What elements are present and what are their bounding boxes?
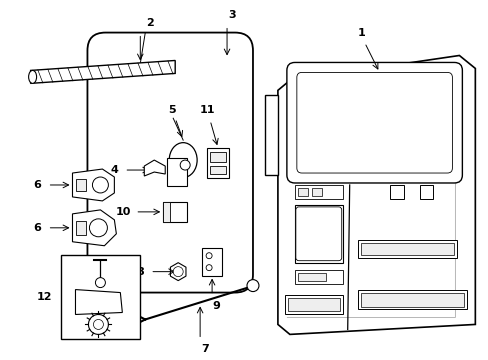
Bar (210, 166, 225, 174)
Polygon shape (264, 95, 277, 175)
Text: 1: 1 (357, 28, 365, 37)
Ellipse shape (169, 143, 197, 177)
Bar (163, 202, 187, 222)
Bar (287, 298, 339, 311)
Polygon shape (72, 210, 116, 246)
Bar (76, 221, 86, 235)
Circle shape (173, 267, 183, 276)
Bar (202, 248, 222, 276)
Text: 11: 11 (199, 105, 214, 115)
Bar (294, 185, 342, 199)
Bar (163, 202, 170, 222)
Circle shape (92, 177, 108, 193)
Polygon shape (72, 169, 114, 201)
Polygon shape (277, 55, 474, 334)
Text: 6: 6 (34, 180, 41, 190)
Bar (294, 270, 342, 284)
Bar (285, 294, 342, 315)
FancyBboxPatch shape (295, 207, 341, 261)
Text: 4: 4 (110, 165, 118, 175)
FancyBboxPatch shape (286, 62, 462, 183)
Polygon shape (144, 160, 165, 176)
Bar (360, 293, 464, 306)
Bar (389, 185, 403, 199)
Text: 7: 7 (201, 345, 208, 354)
Bar (167, 158, 187, 186)
FancyBboxPatch shape (296, 72, 451, 173)
Text: 12: 12 (37, 292, 52, 302)
Bar (61, 255, 140, 339)
Text: 9: 9 (212, 301, 220, 311)
Bar (210, 152, 225, 162)
Circle shape (95, 278, 105, 288)
Text: 6: 6 (34, 223, 41, 233)
Bar (297, 273, 325, 280)
Polygon shape (75, 289, 122, 315)
Circle shape (180, 160, 190, 170)
Circle shape (89, 219, 107, 237)
Circle shape (88, 315, 108, 334)
Bar (207, 148, 228, 178)
Ellipse shape (29, 71, 37, 84)
FancyBboxPatch shape (87, 32, 252, 293)
Text: 10: 10 (116, 207, 131, 217)
Bar (419, 185, 432, 199)
Bar (311, 188, 321, 196)
Circle shape (93, 319, 103, 329)
Text: 5: 5 (168, 105, 176, 115)
Text: 2: 2 (146, 18, 154, 28)
Circle shape (205, 265, 212, 271)
Polygon shape (31, 60, 175, 84)
Text: 3: 3 (228, 10, 235, 20)
Bar (297, 188, 307, 196)
Circle shape (205, 253, 212, 259)
Bar (294, 205, 342, 263)
Text: 8: 8 (136, 267, 144, 276)
Bar (360, 243, 453, 255)
Bar (76, 179, 86, 191)
Bar (357, 289, 467, 310)
Bar (357, 240, 456, 258)
Circle shape (246, 280, 259, 292)
